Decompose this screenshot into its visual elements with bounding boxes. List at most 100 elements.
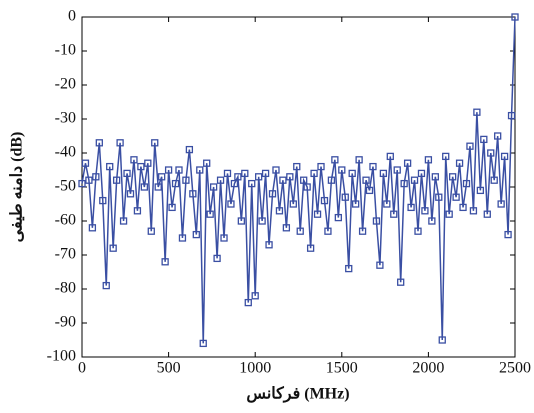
x-tick-label: 500 — [157, 360, 181, 377]
point-marker — [313, 210, 322, 218]
x-tick-label: 2000 — [412, 360, 444, 377]
point-marker — [234, 173, 242, 181]
y-tick-label: -20 — [55, 76, 76, 93]
point-marker — [480, 135, 488, 144]
point-marker — [203, 159, 211, 167]
point-marker — [348, 169, 356, 178]
point-marker — [393, 166, 401, 174]
point-marker — [272, 166, 280, 174]
point-marker — [397, 278, 405, 286]
point-marker — [310, 169, 318, 178]
y-tick-label: -50 — [55, 178, 76, 195]
point-marker — [372, 217, 381, 225]
point-marker — [448, 173, 457, 181]
point-marker — [130, 156, 138, 164]
point-marker — [442, 152, 450, 161]
point-marker — [293, 162, 301, 171]
point-marker — [320, 196, 329, 205]
point-marker — [365, 186, 374, 195]
point-marker — [92, 173, 100, 181]
point-marker — [497, 200, 505, 208]
point-marker — [383, 200, 391, 208]
point-marker — [410, 176, 419, 184]
point-marker — [296, 227, 304, 235]
point-marker — [345, 264, 353, 273]
point-marker — [95, 139, 103, 147]
point-marker — [209, 183, 218, 191]
point-marker — [261, 169, 270, 178]
point-marker — [223, 169, 232, 178]
point-marker — [109, 244, 117, 252]
point-marker — [192, 230, 200, 239]
point-marker — [171, 179, 180, 188]
y-tick-label: -40 — [55, 144, 76, 161]
point-marker — [227, 200, 235, 208]
point-marker — [106, 162, 114, 171]
point-marker — [490, 176, 498, 184]
point-marker — [282, 224, 291, 232]
point-marker — [119, 217, 128, 225]
point-marker — [126, 190, 135, 198]
point-marker — [500, 152, 509, 161]
point-marker — [230, 179, 239, 188]
point-marker — [216, 176, 225, 184]
point-marker — [303, 183, 311, 191]
point-marker — [462, 179, 471, 188]
point-marker — [279, 176, 287, 184]
point-marker — [487, 149, 495, 157]
point-marker — [265, 241, 273, 249]
point-marker — [390, 210, 398, 218]
point-marker — [78, 179, 86, 188]
point-marker — [137, 162, 145, 171]
point-marker — [286, 173, 294, 181]
point-marker — [168, 203, 176, 212]
point-marker — [414, 227, 422, 235]
y-tick-label: -100 — [47, 348, 76, 365]
point-marker — [178, 234, 187, 242]
point-marker — [445, 210, 453, 218]
point-marker — [504, 230, 512, 239]
point-marker — [421, 207, 429, 215]
point-marker — [455, 159, 464, 167]
series-line — [81, 16, 516, 344]
point-marker — [379, 169, 388, 178]
x-axis-label: فرکانس (MHz) — [246, 386, 349, 404]
point-marker — [258, 217, 266, 225]
point-marker — [275, 207, 284, 215]
point-marker — [88, 224, 97, 232]
y-tick-label: -90 — [55, 314, 76, 331]
point-marker — [400, 179, 408, 188]
point-marker — [300, 176, 308, 184]
point-marker — [182, 176, 190, 184]
point-marker — [403, 159, 412, 167]
point-marker — [369, 162, 377, 171]
point-marker — [358, 227, 367, 235]
point-marker — [133, 207, 142, 215]
point-marker — [251, 292, 259, 300]
x-tick-label: 0 — [78, 360, 86, 377]
point-marker — [331, 156, 339, 164]
point-marker — [241, 169, 249, 178]
point-marker — [140, 183, 149, 191]
point-marker — [147, 227, 155, 235]
point-marker — [164, 166, 173, 174]
x-tick-label: 1000 — [239, 360, 271, 377]
point-marker — [459, 203, 467, 212]
point-marker — [116, 139, 124, 147]
point-marker — [237, 217, 245, 225]
y-tick-label: -30 — [55, 110, 76, 127]
point-marker — [255, 173, 263, 181]
point-marker — [327, 176, 336, 184]
point-marker — [317, 162, 325, 171]
point-marker — [185, 145, 194, 154]
point-marker — [306, 244, 315, 252]
point-marker — [289, 200, 297, 208]
point-marker — [435, 193, 443, 201]
point-marker — [494, 132, 502, 140]
x-tick-label: 1500 — [326, 360, 358, 377]
point-marker — [417, 169, 426, 178]
point-marker — [386, 152, 394, 161]
x-tick-label: 2500 — [499, 360, 531, 377]
point-marker — [507, 111, 516, 120]
point-marker — [376, 261, 384, 269]
